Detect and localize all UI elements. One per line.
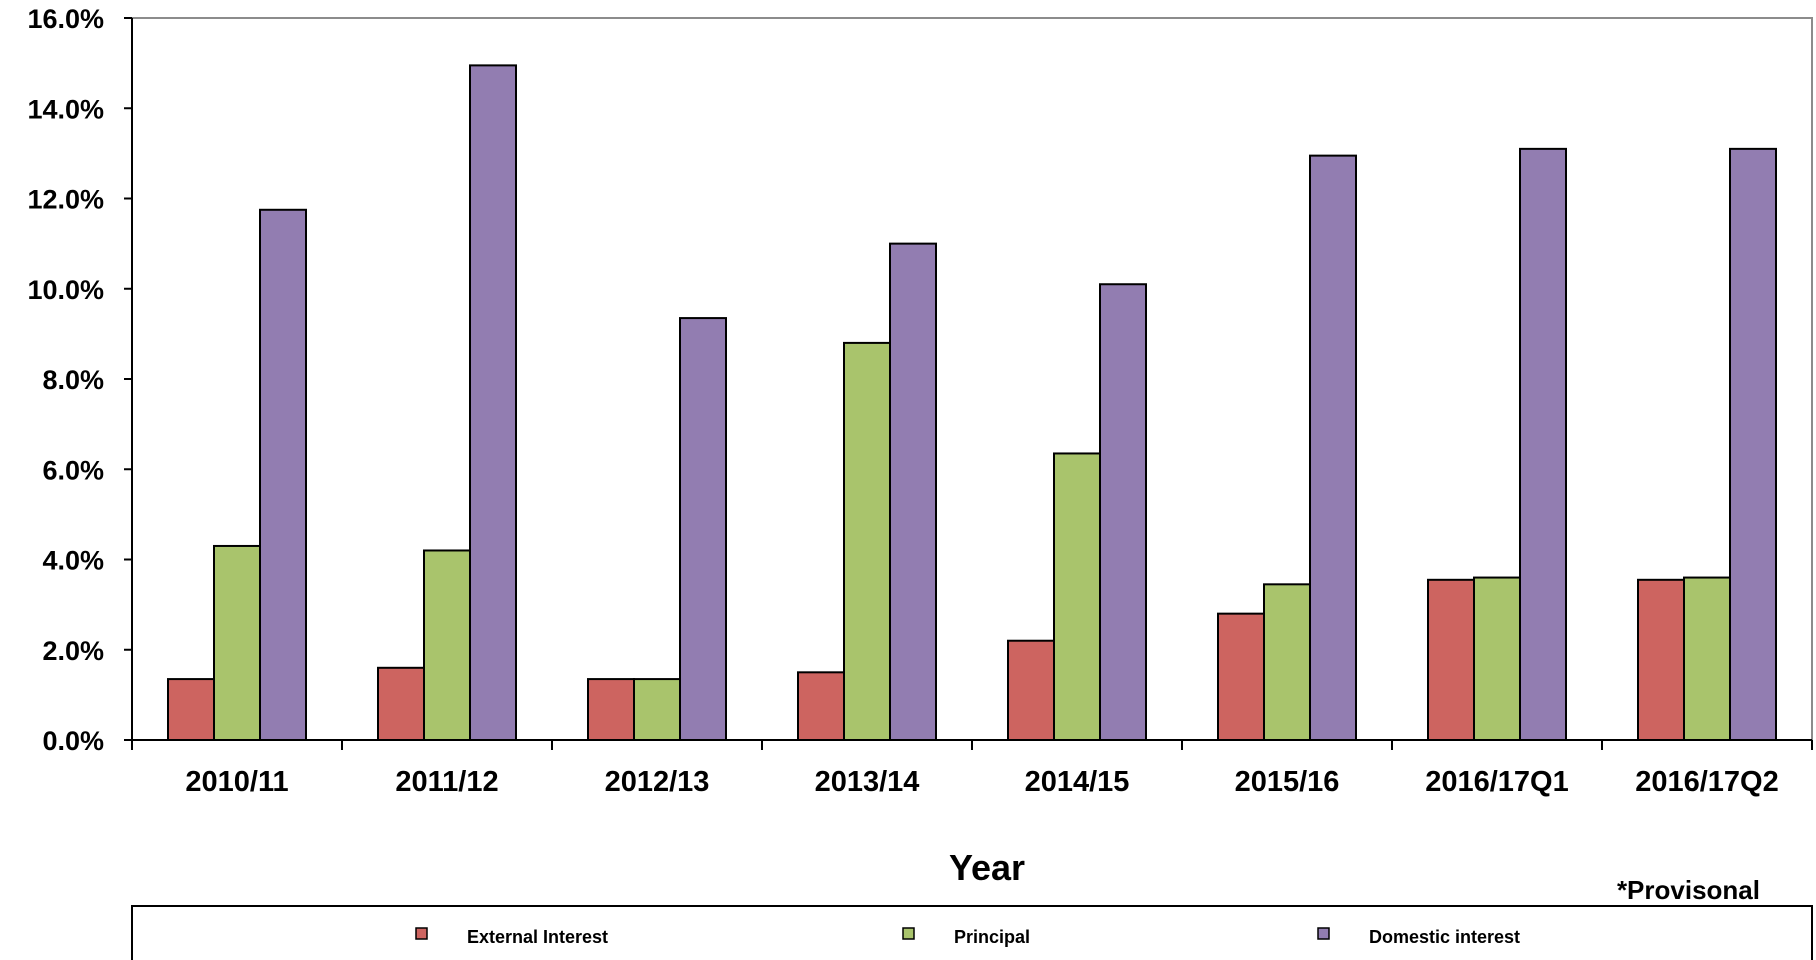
- legend-label: Principal: [954, 927, 1030, 947]
- bar: [633, 678, 681, 741]
- bar: [423, 549, 471, 741]
- y-tick-label: 10.0%: [27, 275, 104, 305]
- x-tick-label: 2016/17Q2: [1635, 766, 1779, 798]
- bar: [1263, 583, 1311, 741]
- bars: [167, 64, 1777, 742]
- bar: [1637, 578, 1685, 742]
- bar: [377, 666, 425, 741]
- bar: [679, 317, 727, 741]
- x-axis-label: Year: [949, 847, 1025, 888]
- y-tick-label: 14.0%: [27, 94, 104, 124]
- y-tick-label: 2.0%: [42, 636, 104, 666]
- y-axis-ticks: 0.0% 2.0% 4.0% 6.0% 8.0% 10.0% 12.0% 14.0% 16.0%: [27, 4, 132, 756]
- y-tick-label: 4.0%: [42, 546, 104, 576]
- x-tick-label: 2012/13: [605, 766, 710, 798]
- provisional-note: *Provisonal: [1617, 875, 1760, 905]
- x-tick-label: 2010/11: [185, 766, 288, 798]
- x-tick-label: 2016/17Q1: [1425, 766, 1569, 798]
- bar: [259, 208, 307, 741]
- bar: [1473, 576, 1521, 741]
- bar: [1007, 639, 1055, 741]
- y-tick-label: 16.0%: [27, 4, 104, 34]
- legend-swatch: [1317, 927, 1330, 940]
- legend-label: External Interest: [467, 927, 608, 947]
- bar: [889, 242, 937, 741]
- legend-swatch: [902, 927, 915, 940]
- bar: [1053, 452, 1101, 741]
- bar: [1519, 147, 1567, 742]
- y-tick-label: 12.0%: [27, 185, 104, 215]
- bar: [469, 64, 517, 742]
- legend: External Interest Principal Domestic inter…: [415, 927, 1520, 947]
- bar: [213, 544, 261, 742]
- y-tick-label: 8.0%: [42, 365, 104, 395]
- bar: [1427, 578, 1475, 742]
- x-tick-label: 2011/12: [395, 766, 498, 798]
- bar: [797, 671, 845, 741]
- bar: [1729, 147, 1777, 742]
- y-tick-label: 6.0%: [42, 455, 104, 485]
- y-tick-label: 0.0%: [42, 726, 104, 756]
- bar: [1217, 612, 1265, 742]
- legend-swatch: [415, 927, 428, 940]
- bar: [1683, 576, 1731, 741]
- bar: [167, 678, 215, 741]
- bar: [1309, 154, 1357, 742]
- bar: [587, 678, 635, 741]
- x-tick-label: 2013/14: [815, 766, 920, 798]
- x-axis-ticks: 2010/11 2011/12 2012/13 2013/14 2014/15 2015/…: [131, 740, 1813, 798]
- legend-label: Domestic interest: [1369, 927, 1520, 947]
- x-tick-label: 2014/15: [1025, 766, 1130, 798]
- bar: [1099, 283, 1147, 741]
- bar: [843, 341, 891, 741]
- x-tick-label: 2015/16: [1235, 766, 1340, 798]
- legend-box: [131, 905, 1813, 960]
